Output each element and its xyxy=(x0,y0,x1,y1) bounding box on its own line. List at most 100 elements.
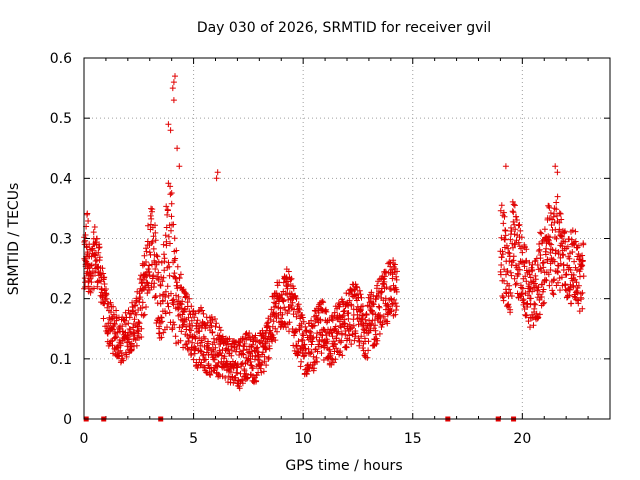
data-point xyxy=(171,321,178,328)
data-point xyxy=(515,271,522,278)
data-point xyxy=(126,314,133,321)
data-point xyxy=(318,343,325,350)
data-point xyxy=(316,338,323,345)
data-point xyxy=(185,314,192,321)
data-point xyxy=(545,237,552,244)
data-point xyxy=(348,302,355,309)
data-point xyxy=(96,244,103,251)
data-point xyxy=(564,243,571,250)
data-point xyxy=(345,310,352,316)
data-point xyxy=(544,256,551,263)
data-point xyxy=(507,309,514,316)
data-point xyxy=(155,258,162,265)
data-point xyxy=(295,349,302,356)
data-point xyxy=(101,274,108,281)
data-point xyxy=(123,353,130,360)
data-point xyxy=(293,342,300,349)
data-point xyxy=(526,271,533,278)
data-point xyxy=(167,191,174,198)
data-point xyxy=(202,356,209,363)
data-point xyxy=(249,341,256,348)
data-point xyxy=(510,244,516,251)
data-point xyxy=(332,356,339,363)
data-point xyxy=(513,280,520,287)
data-point xyxy=(176,275,183,282)
data-point xyxy=(299,337,306,344)
data-point xyxy=(233,346,240,352)
data-point xyxy=(555,279,561,286)
data-point xyxy=(166,309,173,316)
data-point xyxy=(265,354,272,361)
data-point xyxy=(98,286,105,293)
data-point xyxy=(214,363,221,370)
data-point xyxy=(539,260,546,267)
data-point xyxy=(527,295,534,302)
x-axis-label: GPS time / hours xyxy=(285,458,402,474)
data-point xyxy=(273,290,280,297)
data-point xyxy=(109,342,116,349)
data-point xyxy=(540,259,547,266)
data-point xyxy=(114,343,121,350)
data-point xyxy=(579,252,586,259)
data-point xyxy=(257,365,264,372)
data-point xyxy=(82,279,89,286)
data-point xyxy=(579,305,586,312)
data-point xyxy=(566,292,573,299)
data-point xyxy=(198,324,205,331)
data-point xyxy=(279,311,286,318)
data-point xyxy=(557,260,564,267)
data-point xyxy=(192,335,199,342)
data-point xyxy=(199,339,205,346)
data-point xyxy=(311,365,318,372)
data-point xyxy=(221,353,228,360)
data-point xyxy=(392,311,399,318)
data-point xyxy=(523,312,530,319)
data-point xyxy=(336,351,343,358)
data-point xyxy=(159,278,166,285)
data-point xyxy=(554,169,561,176)
data-point xyxy=(88,262,95,269)
data-point xyxy=(269,338,276,345)
data-point xyxy=(542,251,549,258)
data-point xyxy=(274,328,280,335)
data-point xyxy=(308,329,315,336)
data-point xyxy=(103,295,110,302)
data-point xyxy=(387,295,394,302)
data-point xyxy=(164,207,171,214)
data-point xyxy=(165,303,172,310)
data-point xyxy=(525,318,532,325)
data-point xyxy=(375,303,382,310)
data-point xyxy=(553,199,560,206)
data-point xyxy=(174,145,181,152)
data-point xyxy=(154,253,161,260)
data-point xyxy=(524,300,531,307)
data-point xyxy=(179,298,186,305)
data-point xyxy=(338,337,345,344)
data-point xyxy=(188,303,195,310)
data-point xyxy=(278,315,285,322)
data-point xyxy=(575,300,582,307)
data-point xyxy=(374,282,381,289)
data-point xyxy=(515,222,522,229)
data-point xyxy=(373,340,380,347)
data-point xyxy=(343,290,350,297)
data-point xyxy=(377,312,384,318)
data-point xyxy=(143,279,150,286)
data-point xyxy=(173,247,180,254)
data-point xyxy=(511,275,518,282)
data-point xyxy=(529,266,536,273)
data-point xyxy=(212,316,218,322)
data-point xyxy=(324,338,331,345)
data-point xyxy=(369,310,376,317)
data-point xyxy=(526,259,533,266)
data-point xyxy=(197,348,204,354)
data-point xyxy=(208,314,215,320)
data-point xyxy=(229,347,235,354)
data-point xyxy=(113,333,120,340)
data-point xyxy=(560,252,567,259)
data-point xyxy=(166,272,173,279)
data-point xyxy=(227,369,234,376)
data-point xyxy=(280,297,287,304)
data-point xyxy=(343,344,350,351)
data-point xyxy=(320,299,327,306)
